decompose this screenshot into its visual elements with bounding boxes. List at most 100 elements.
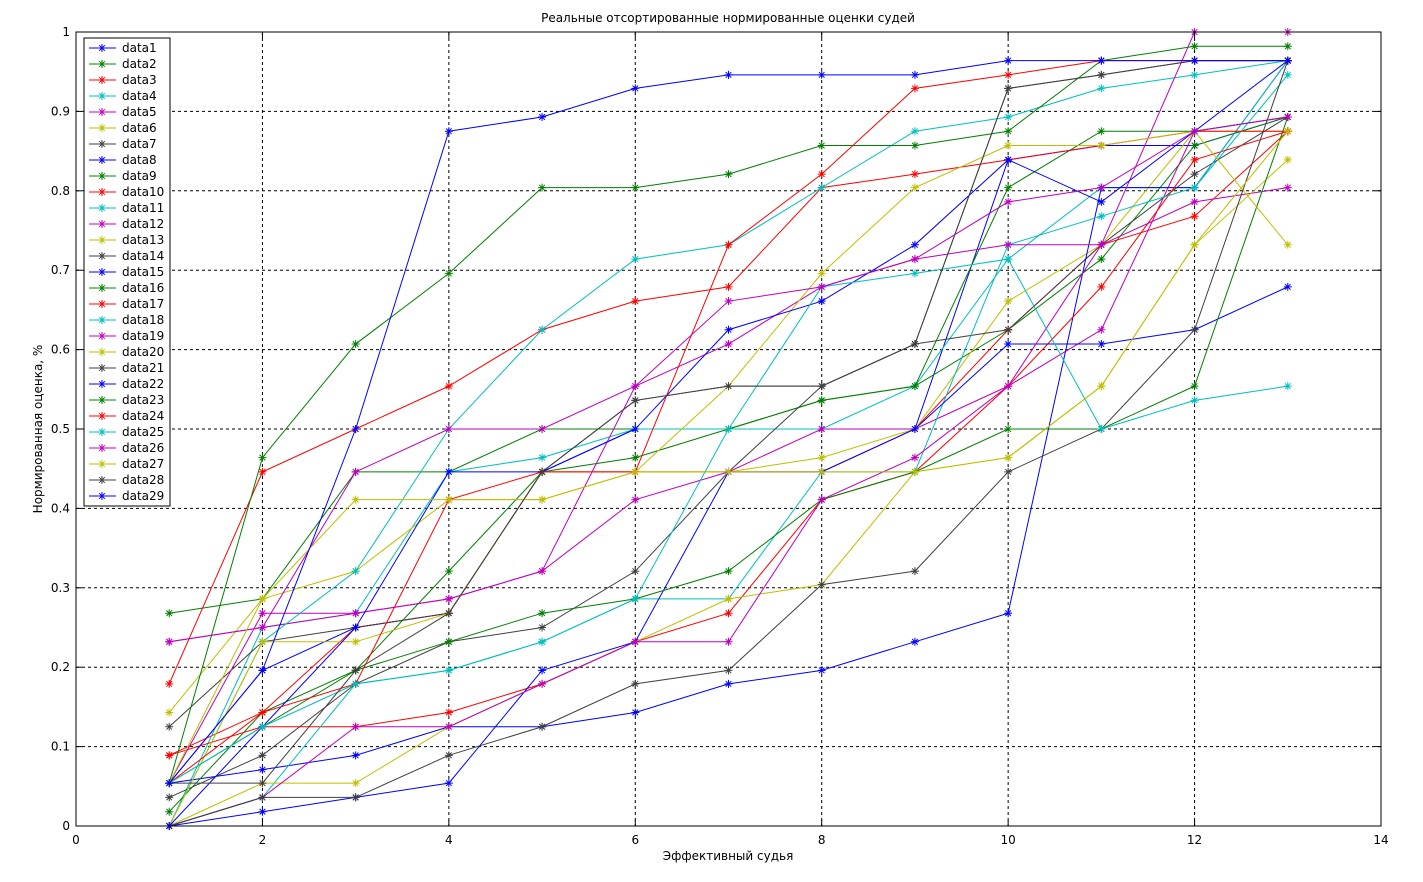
data-point [910,567,919,576]
legend-entry: data8 [89,153,157,167]
data-point [1097,212,1106,221]
legend-swatch-marker [98,60,106,68]
legend-swatch-marker [98,92,106,100]
legend-entry: data5 [89,105,157,119]
legend-label: data26 [122,441,164,455]
data-point [1283,282,1292,291]
data-point [817,297,826,306]
y-tick-label: 0 [62,819,70,833]
data-point [444,127,453,136]
data-point [631,679,640,688]
data-point [910,127,919,136]
data-point [910,637,919,646]
legend-swatch-marker [98,492,106,500]
legend-label: data27 [122,457,164,471]
data-point [351,567,360,576]
data-point [910,84,919,93]
legend-label: data14 [122,249,164,263]
legend-label: data10 [122,185,164,199]
legend-label: data7 [122,137,157,151]
data-point [631,183,640,192]
x-tick-label: 2 [259,833,267,847]
data-point [165,779,174,788]
data-point [1097,197,1106,206]
data-point [1004,112,1013,121]
legend-swatch-marker [98,268,106,276]
data-point [258,666,267,675]
data-point [910,269,919,278]
series-data28 [165,56,1292,788]
legend-entry: data10 [89,185,164,199]
data-point [444,609,453,618]
data-point [1097,141,1106,150]
legend-entry: data15 [89,265,164,279]
data-point [1097,183,1106,192]
axis-ticks: 0 2 4 6 8 10 12 14 0 0.1 0.2 0.3 0.4 0.5 0.6 0.7 0.8 0.9 1 [51,25,1389,847]
legend-label: data18 [122,313,164,327]
legend-entry: data19 [89,329,164,343]
data-point [1004,325,1013,334]
data-point [351,340,360,349]
data-point [631,382,640,391]
data-point [910,453,919,462]
legend-swatch-marker [98,156,106,164]
legend-label: data25 [122,425,164,439]
legend-label: data2 [122,57,157,71]
legend-label: data5 [122,105,157,119]
data-point [724,594,733,603]
data-point [910,240,919,249]
legend-label: data28 [122,473,164,487]
data-point [631,297,640,306]
legend-entry: data27 [89,457,164,471]
data-point [1097,56,1106,65]
legend-entry: data4 [89,89,157,103]
data-point [910,255,919,264]
data-point [1097,240,1106,249]
data-point [817,170,826,179]
data-point [724,170,733,179]
data-point [1190,56,1199,65]
data-point [724,666,733,675]
data-point [817,141,826,150]
data-point [724,340,733,349]
y-tick-label: 0.8 [51,184,70,198]
legend-entry: data20 [89,345,164,359]
data-point [1004,183,1013,192]
legend-label: data24 [122,409,164,423]
data-point [538,666,547,675]
legend-swatch-marker [98,476,106,484]
legend-swatch-marker [98,76,106,84]
legend-swatch-marker [98,332,106,340]
data-point [1283,240,1292,249]
data-point [1283,382,1292,391]
data-point [1097,70,1106,79]
data-point [351,609,360,618]
data-point [724,70,733,79]
data-point [165,679,174,688]
legend-entry: data16 [89,281,164,295]
data-point [724,567,733,576]
legend-label: data21 [122,361,164,375]
data-point [444,567,453,576]
data-point [351,793,360,802]
data-point [444,722,453,731]
data-point [910,170,919,179]
data-point [724,609,733,618]
data-point [538,623,547,632]
x-tick-label: 6 [631,833,639,847]
legend-label: data29 [122,489,164,503]
data-point [1283,127,1292,136]
data-point [817,425,826,433]
data-point [444,495,453,504]
y-tick-label: 1 [62,25,70,39]
legend-swatch-marker [98,460,106,468]
data-point [258,765,267,774]
data-point [1004,84,1013,93]
data-point [817,382,826,391]
data-point [538,112,547,121]
data-point [631,637,640,646]
y-tick-label: 0.3 [51,581,70,595]
legend-label: data12 [122,217,164,231]
legend-label: data8 [122,153,157,167]
